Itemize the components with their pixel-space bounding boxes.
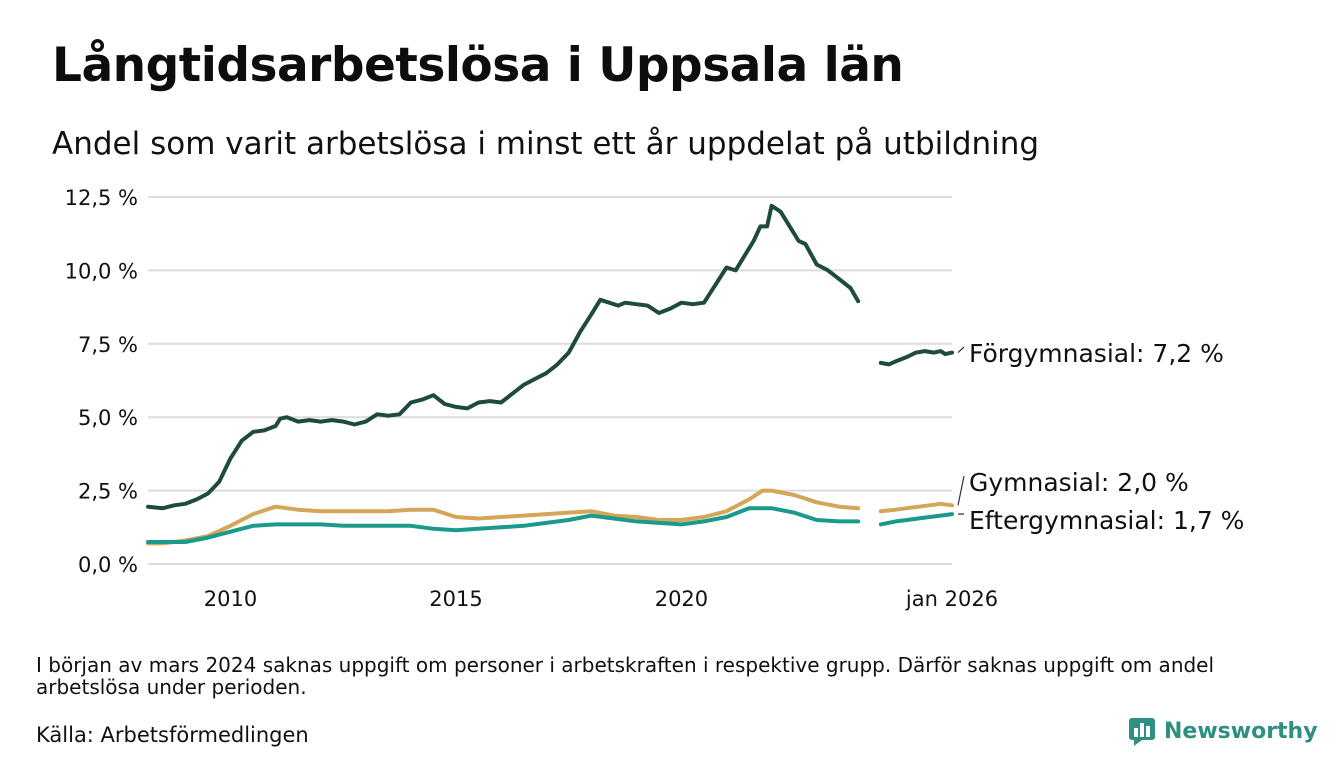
page-title: Långtidsarbetslösa i Uppsala län — [52, 38, 904, 93]
chart-subtitle: Andel som varit arbetslösa i minst ett å… — [52, 126, 1040, 162]
series-end-label-eftergymnasial: Eftergymnasial: 1,7 % — [969, 506, 1244, 535]
series-end-labels: Förgymnasial: 7,2 % Gymnasial: 2,0 % Efter… — [957, 339, 1244, 535]
y-tick-label: 2,5 % — [78, 480, 138, 504]
brand-name: Newsworthy — [1164, 718, 1318, 744]
series-line-gymnasial — [146, 488, 861, 546]
y-tick-label: 12,5 % — [65, 186, 138, 210]
x-tick-label: 2020 — [655, 587, 708, 611]
y-tick-label: 0,0 % — [78, 553, 138, 577]
series-line-gymnasial-after-gap — [878, 501, 954, 514]
series-line-f-rgymnasial — [146, 203, 861, 511]
series-line-eftergymnasial-after-gap — [878, 512, 954, 527]
x-tick-label: 2015 — [429, 587, 482, 611]
y-tick-label: 10,0 % — [65, 259, 138, 283]
x-tick-label: 2010 — [204, 587, 257, 611]
series-end-label-f-rgymnasial: Förgymnasial: 7,2 % — [969, 339, 1224, 368]
label-leader-line — [957, 346, 965, 354]
source-credit: Källa: Arbetsförmedlingen — [36, 723, 309, 747]
footnote: I början av mars 2024 saknas uppgift om … — [36, 653, 1215, 699]
x-axis-ticks: 2010 2015 2020 jan 2026 — [204, 587, 998, 611]
series-end-label-gymnasial: Gymnasial: 2,0 % — [969, 468, 1189, 497]
grid-lines — [148, 196, 952, 565]
x-tick-label: jan 2026 — [905, 587, 998, 611]
series-lines — [146, 203, 954, 546]
y-axis-ticks: 0,0 % 2,5 % 5,0 % 7,5 % 10,0 % 12,5 % — [65, 186, 138, 577]
series-line-f-rgymnasial-after-gap — [878, 349, 954, 367]
label-leader-line — [957, 475, 965, 506]
y-tick-label: 7,5 % — [78, 333, 138, 357]
brand-logo[interactable]: Newsworthy — [1128, 716, 1318, 746]
y-tick-label: 5,0 % — [78, 406, 138, 430]
series-line-eftergymnasial — [146, 506, 861, 544]
bar-chart-speech-bubble-icon — [1129, 718, 1155, 746]
